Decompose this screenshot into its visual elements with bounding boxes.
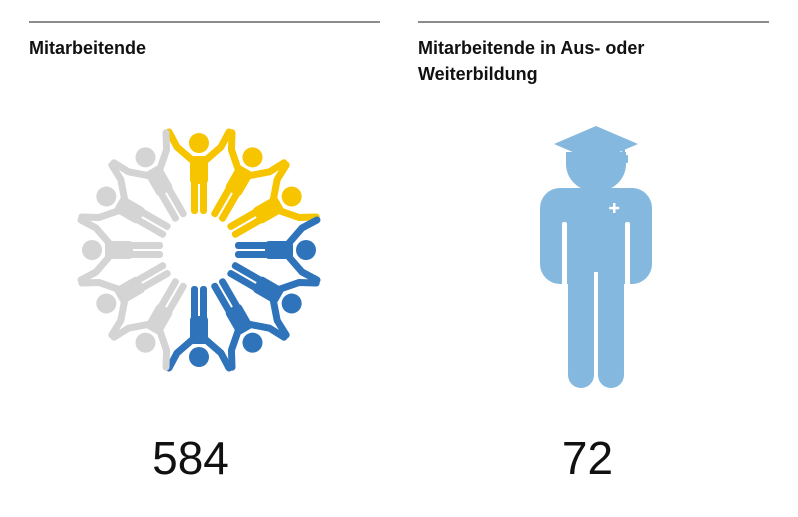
employees-panel: Mitarbeitende 584 (29, 0, 380, 517)
person-figure (78, 262, 171, 339)
person-figure (165, 128, 233, 214)
person-figure (77, 216, 163, 284)
trainees-count: 72 (561, 432, 614, 484)
person-figure (110, 278, 187, 371)
cross-badge-icon (609, 203, 620, 213)
divider-rule (29, 21, 380, 23)
person-figure (211, 129, 288, 222)
people-circle-icon (77, 128, 321, 372)
person-figure (78, 161, 171, 238)
divider-rule (418, 21, 769, 23)
employees-title: Mitarbeitende (29, 38, 147, 58)
graduate-icon (540, 126, 652, 390)
trainees-title: Mitarbeitende in Aus- oder Weiterbildung (418, 38, 645, 84)
person-figure (235, 216, 321, 284)
trainees-panel: Mitarbeitende in Aus- oder Weiterbildung (418, 0, 769, 517)
head-shape (566, 152, 626, 192)
person-figure (165, 286, 233, 372)
person-figure (227, 161, 320, 238)
employees-count: 584 (152, 432, 229, 484)
person-figure (110, 129, 187, 222)
person-figure (211, 278, 288, 371)
person-figure (227, 262, 320, 339)
